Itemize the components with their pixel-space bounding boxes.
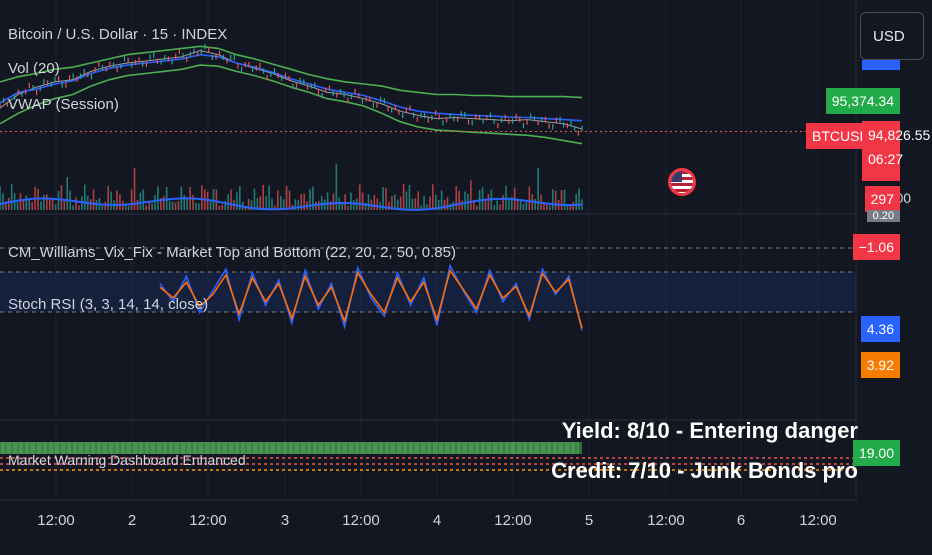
stoch-rsi-label[interactable]: Stoch RSI (3, 3, 14, 14, close) <box>8 296 209 313</box>
price-series-vwap <box>0 53 583 122</box>
time-label-5: 5 <box>584 512 594 529</box>
price-series-upper-band <box>0 45 583 99</box>
time-label-3: 3 <box>280 512 290 529</box>
time-label-1200-f: 12:00 <box>799 512 837 529</box>
time-label-1200-a: 12:00 <box>37 512 75 529</box>
vwap-indicator-label[interactable]: VWAP (Session) <box>8 96 119 113</box>
vwap-upper-tag: 95,374.34 <box>825 88 900 114</box>
vix-partial-tag: 0.20 <box>866 210 900 222</box>
price-series-btcusd <box>0 49 583 130</box>
williams-vix-label[interactable]: CM_Williams_Vix_Fix - Market Top and Bot… <box>8 244 456 261</box>
time-label-1200-e: 12:00 <box>647 512 685 529</box>
time-label-6: 6 <box>736 512 746 529</box>
time-label-2: 2 <box>127 512 137 529</box>
yield-warning-text: Yield: 8/10 - Entering danger <box>561 418 858 443</box>
us-flag-icon[interactable] <box>668 168 696 196</box>
vix-value-tag: −1.06 <box>852 234 900 260</box>
volume-ma-line <box>0 197 583 211</box>
vol-indicator-label[interactable]: Vol (20) <box>8 60 60 77</box>
vwap-tag-partial <box>862 60 900 70</box>
time-label-1200-c: 12:00 <box>342 512 380 529</box>
volume-tag: 297 <box>864 186 900 212</box>
price-series-lower-band <box>0 64 583 145</box>
stoch-d-tag: 3.92 <box>860 352 900 378</box>
chart-title: Bitcoin / U.S. Dollar · 15 · INDEX <box>8 26 228 43</box>
time-label-1200-b: 12:00 <box>189 512 227 529</box>
last-price-tag: 94,826.55 06:27 <box>862 121 930 181</box>
stoch-series-d <box>159 268 583 329</box>
time-label-1200-d: 12:00 <box>494 512 532 529</box>
stoch-k-tag: 4.36 <box>860 316 900 342</box>
dash-value-tag: 19.00 <box>852 440 900 466</box>
time-label-4: 4 <box>432 512 442 529</box>
last-price-value: 94,826.55 <box>868 127 931 143</box>
countdown-value: 06:27 <box>868 151 904 167</box>
dashboard-label[interactable]: Market Warning Dashboard Enhanced <box>8 452 246 468</box>
currency-selector[interactable]: USD <box>860 12 924 60</box>
credit-warning-text: Credit: 7/10 - Junk Bonds pro <box>551 458 858 483</box>
